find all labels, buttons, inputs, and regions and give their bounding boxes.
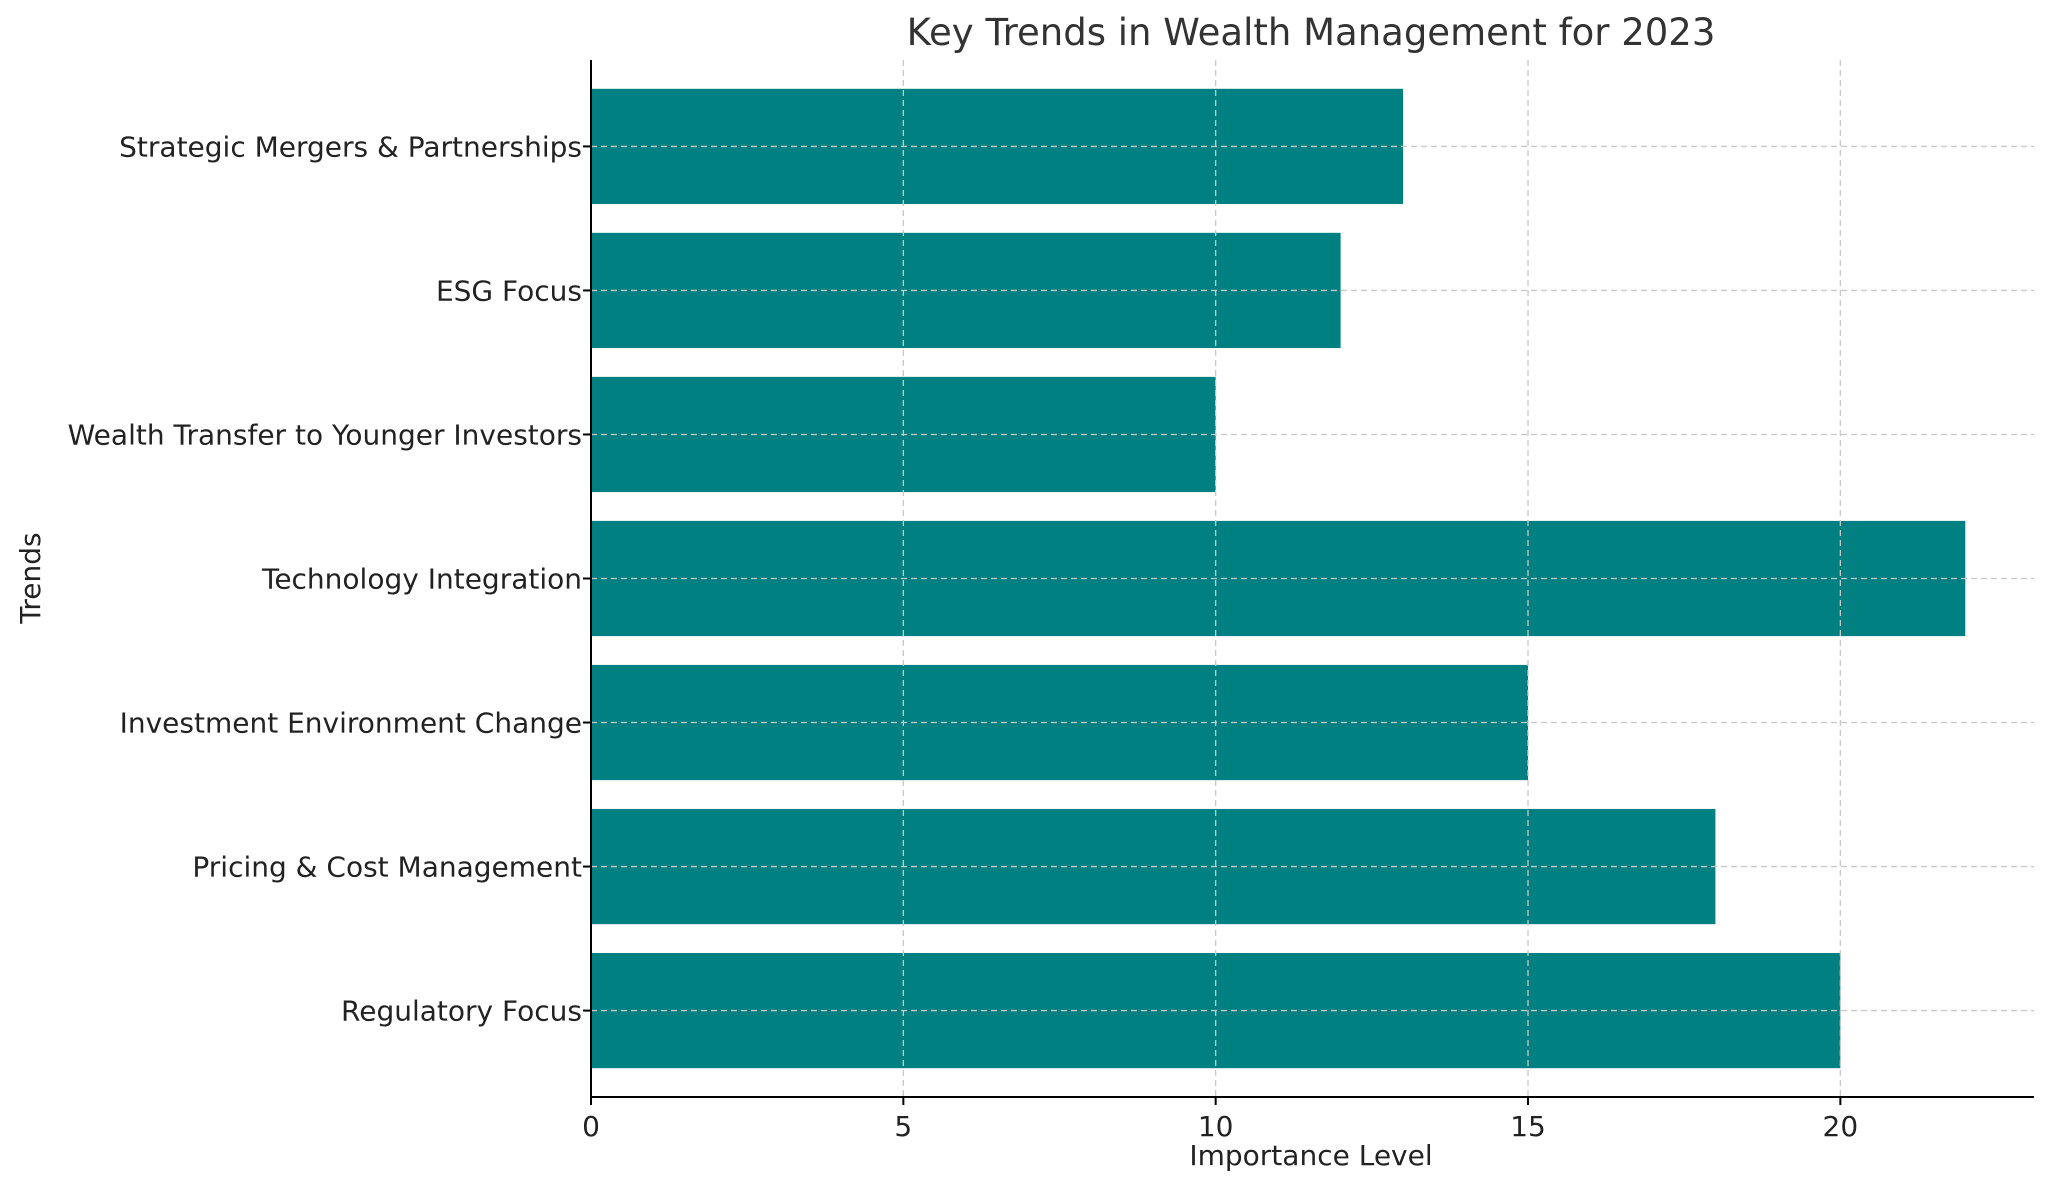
y-axis-ticks: Regulatory Focus Pricing & Cost Managemen… bbox=[68, 130, 591, 1028]
bars bbox=[591, 88, 1966, 1069]
y-tick-label: Strategic Mergers & Partnerships bbox=[119, 130, 582, 163]
bar bbox=[591, 520, 1966, 637]
x-tick-label: 0 bbox=[582, 1110, 600, 1143]
y-tick-label: Technology Integration bbox=[261, 563, 582, 596]
x-tick-label: 10 bbox=[1198, 1110, 1234, 1143]
x-tick-label: 15 bbox=[1510, 1110, 1546, 1143]
horizontal-gridlines bbox=[591, 145, 2034, 1012]
y-tick-label: Wealth Transfer to Younger Investors bbox=[68, 418, 582, 451]
x-axis-label: Importance Level bbox=[1189, 1139, 1432, 1172]
x-tick-label: 5 bbox=[894, 1110, 912, 1143]
y-tick-label: Pricing & Cost Management bbox=[192, 851, 582, 884]
y-tick-label: Regulatory Focus bbox=[341, 995, 582, 1028]
chart-title: Key Trends in Wealth Management for 2023 bbox=[907, 11, 1716, 54]
y-tick-label: Investment Environment Change bbox=[120, 707, 582, 740]
x-axis-ticks: 0 5 10 15 20 bbox=[582, 1097, 1858, 1143]
y-tick-label: ESG Focus bbox=[436, 274, 582, 307]
x-tick-label: 20 bbox=[1823, 1110, 1859, 1143]
y-axis-label: Trends bbox=[14, 532, 47, 624]
